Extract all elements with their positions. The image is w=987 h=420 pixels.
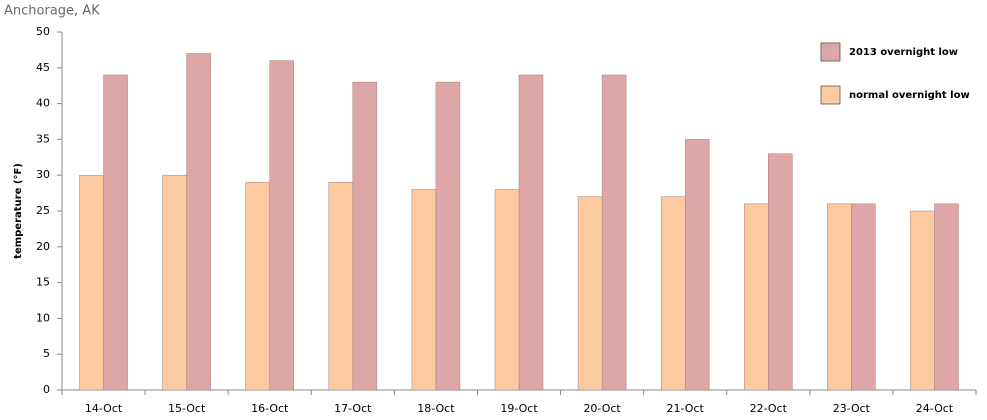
bar <box>827 203 852 391</box>
bar <box>601 74 627 391</box>
y-tick-label: 20 <box>36 240 50 253</box>
x-tick-label: 14-Oct <box>85 402 123 415</box>
x-tick-label: 20-Oct <box>583 402 621 415</box>
bar <box>577 196 603 391</box>
legend-label: normal overnight low <box>849 90 970 101</box>
bar <box>494 189 520 391</box>
bar <box>910 210 935 391</box>
bar <box>411 189 437 391</box>
x-tick-label: 23-Oct <box>833 402 871 415</box>
y-tick-label: 10 <box>36 311 50 324</box>
y-axis-label: temperature (°F) <box>13 163 24 259</box>
bar <box>245 182 270 391</box>
x-tick-label: 18-Oct <box>417 402 455 415</box>
bar <box>851 203 876 391</box>
x-tick-label: 22-Oct <box>750 402 788 415</box>
y-tick-label: 25 <box>36 204 50 217</box>
bar <box>518 74 544 391</box>
bar <box>934 203 959 391</box>
chart-title: Anchorage, AK <box>4 4 100 19</box>
legend-label: 2013 overnight low <box>849 47 958 58</box>
y-tick-label: 50 <box>36 25 50 38</box>
bar <box>269 60 294 391</box>
legend-swatch <box>820 85 841 105</box>
y-tick-label: 15 <box>36 276 50 289</box>
bar <box>660 196 686 391</box>
bar <box>186 53 211 391</box>
x-tick-label: 24-Oct <box>916 402 954 415</box>
x-tick-label: 16-Oct <box>251 402 289 415</box>
x-tick-label: 19-Oct <box>500 402 538 415</box>
y-tick-label: 0 <box>43 383 50 396</box>
y-tick-label: 45 <box>36 61 50 74</box>
y-tick-label: 35 <box>36 132 50 145</box>
y-tick-label: 5 <box>43 347 50 360</box>
x-tick-label: 21-Oct <box>667 402 705 415</box>
bar <box>744 203 769 391</box>
x-tick-label: 17-Oct <box>334 402 372 415</box>
bar <box>79 174 104 391</box>
bar <box>768 153 793 391</box>
bar <box>684 139 710 391</box>
y-tick-label: 30 <box>36 168 50 181</box>
bar <box>162 174 187 391</box>
bar <box>103 74 128 391</box>
legend-swatch <box>820 42 841 62</box>
bar <box>352 81 378 391</box>
bar <box>328 182 354 391</box>
y-tick-label: 40 <box>36 97 50 110</box>
bar <box>435 81 461 391</box>
x-tick-label: 15-Oct <box>168 402 206 415</box>
